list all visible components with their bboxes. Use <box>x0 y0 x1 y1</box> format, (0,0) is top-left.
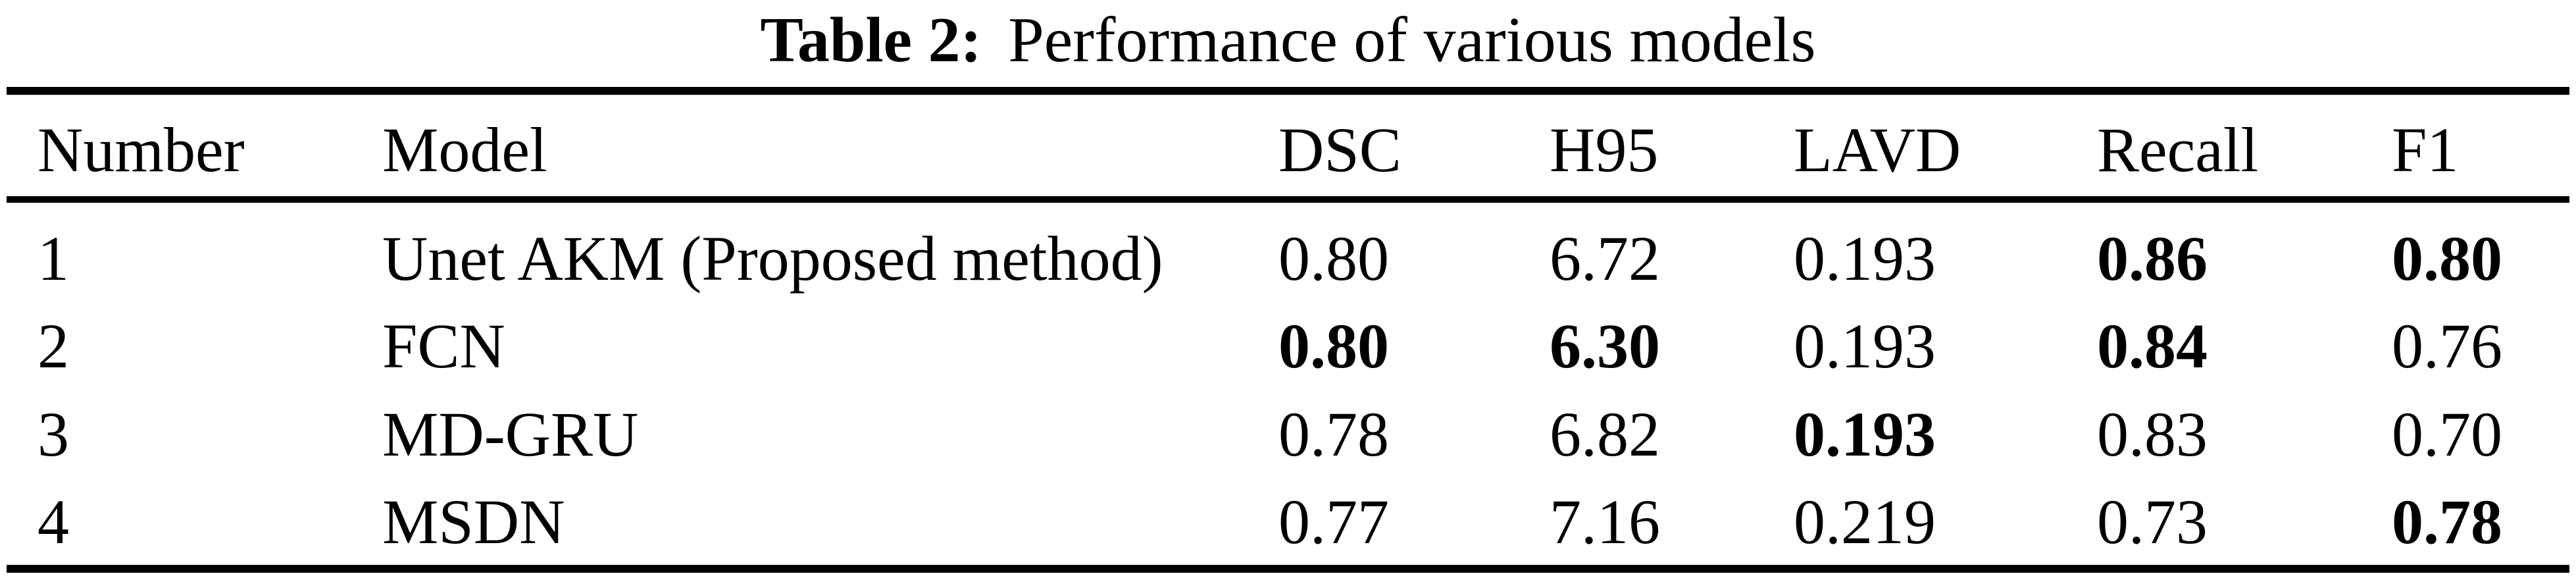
cell-f1: 0.76 <box>2392 311 2502 381</box>
cell-dsc: 0.77 <box>1278 487 1389 557</box>
cell-lavd: 0.219 <box>1794 487 1936 557</box>
cell-lavd: 0.193 <box>1794 311 1936 381</box>
column-header-number: Number <box>38 115 245 185</box>
cell-h95: 7.16 <box>1550 487 1660 557</box>
column-header-h95: H95 <box>1550 115 1659 185</box>
cell-model: FCN <box>382 311 505 381</box>
cell-number: 3 <box>38 399 69 469</box>
cell-number: 1 <box>38 223 69 294</box>
cell-model: MD-GRU <box>382 399 639 469</box>
cell-recall: 0.83 <box>2097 399 2208 469</box>
cell-lavd: 0.193 <box>1794 223 1936 294</box>
cell-recall: 0.73 <box>2097 487 2208 557</box>
cell-h95: 6.30 <box>1550 311 1660 381</box>
column-header-recall: Recall <box>2097 115 2259 185</box>
cell-number: 2 <box>38 311 69 381</box>
table-caption-text: Performance of various models <box>1008 5 1816 76</box>
cell-dsc: 0.80 <box>1278 311 1389 381</box>
table-header-rule <box>7 196 2569 203</box>
cell-recall: 0.86 <box>2097 223 2208 294</box>
column-header-lavd: LAVD <box>1794 115 1961 185</box>
column-header-dsc: DSC <box>1278 115 1402 185</box>
table-top-rule <box>7 87 2569 95</box>
cell-h95: 6.82 <box>1550 399 1660 469</box>
cell-dsc: 0.80 <box>1278 223 1389 294</box>
cell-f1: 0.80 <box>2392 223 2502 294</box>
cell-dsc: 0.78 <box>1278 399 1389 469</box>
cell-model: Unet AKM (Proposed method) <box>382 223 1163 294</box>
cell-lavd: 0.193 <box>1794 399 1936 469</box>
cell-recall: 0.84 <box>2097 311 2208 381</box>
cell-h95: 6.72 <box>1550 223 1660 294</box>
table-bottom-rule <box>7 565 2569 573</box>
table-caption-label: Table 2: <box>760 5 982 76</box>
column-header-model: Model <box>382 115 547 185</box>
cell-f1: 0.70 <box>2392 399 2502 469</box>
cell-f1: 0.78 <box>2392 487 2502 557</box>
cell-number: 4 <box>38 487 69 557</box>
cell-model: MSDN <box>382 487 565 557</box>
table-caption: Table 2: Performance of various models <box>0 7 2576 74</box>
column-header-f1: F1 <box>2392 115 2459 185</box>
